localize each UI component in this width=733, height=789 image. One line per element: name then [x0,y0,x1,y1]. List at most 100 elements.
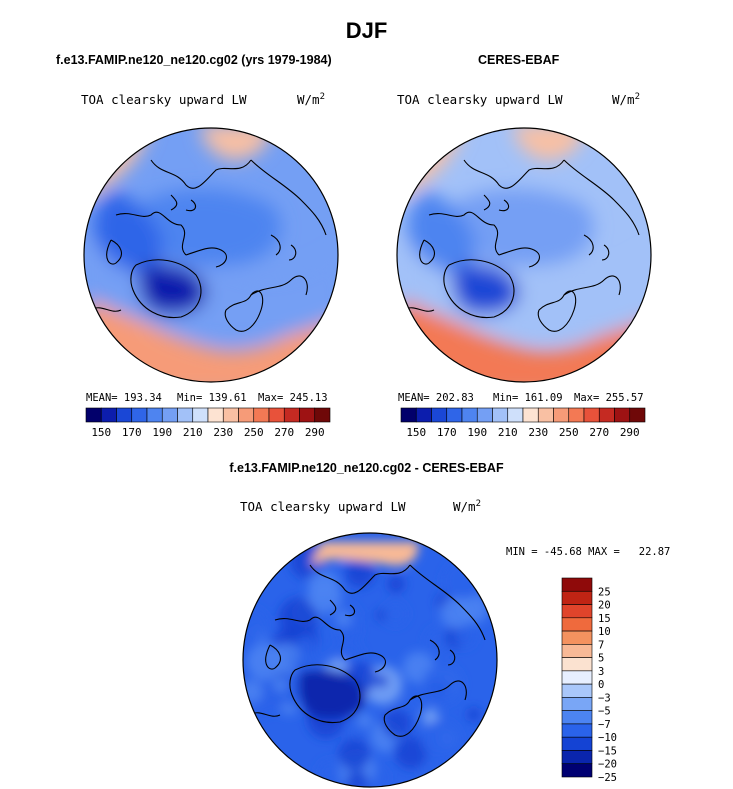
panel-obs-coastline [419,239,435,265]
panel-obs-colorbar-tick-label: 270 [589,426,609,439]
panel-model-colorbar-cell [207,407,224,423]
panel-model-colorbar-tick-label: 290 [305,426,325,439]
panel-diff-variable: TOA clearsky upward LW [240,499,406,514]
panel-diff-colorbar-tick-label: 10 [598,626,611,638]
panel-model-colorbar-cell [283,407,300,423]
panel-obs-colorbar-cell [553,407,570,423]
panel-obs-map [397,128,651,382]
panel-obs-colorbar-cell [400,407,417,423]
panel-obs-coastline [483,194,510,212]
panel-obs-title: CERES-EBAF [478,53,560,67]
panel-model-units: W/m2 [297,92,325,108]
panel-diff-colorbar-cell [561,577,593,592]
panel-model-coastline [185,247,227,268]
panel-model-colorbar-cell [314,407,331,423]
panel-model-colorbar-cell [222,407,239,423]
panel-diff-colorbar-tick-label: −10 [598,732,617,744]
panel-obs-colorbar-tick-label: 150 [406,426,426,439]
panel-model-coastline [150,159,252,189]
panel-diff-minmax: MIN = -45.68 MAX = 22.87 [506,546,671,558]
panel-obs-colorbar-tick-label: 250 [559,426,579,439]
panel-diff-colorbar-cell [561,670,593,685]
panel-diff-bias-patch [394,736,428,770]
panel-model-colorbar-tick-label: 150 [91,426,111,439]
panel-diff-colorbar-cell [561,604,593,619]
panel-obs-colorbar-cell [598,407,615,423]
panel-obs-coastline [563,159,640,236]
panel-model-colorbar-cell [192,407,209,423]
panel-diff-coastline [344,652,386,673]
panel-model-coastline [250,275,308,296]
panel-diff-colorbar-cell [561,763,593,778]
panel-diff-bias-patch [243,679,264,704]
panel-diff-bias-patch [421,719,461,759]
panel-model-colorbar-tick-label: 270 [274,426,294,439]
panel-model-colorbar-tick-label: 170 [122,426,142,439]
panel-model-colorbar-cell [268,407,285,423]
panel-diff-bias-patch [375,674,389,688]
panel-model-colorbar-cell [146,407,163,423]
panel-model-coastline [250,159,327,236]
panel-diff-bias-patch [243,607,269,643]
panel-diff-colorbar-tick-label: 0 [598,679,604,691]
panel-obs-colorbar-cell [614,407,631,423]
panel-obs-coastline [583,234,610,261]
panel-obs-colorbar-cell [431,407,448,423]
panel-diff-colorbar-cell [561,723,593,738]
panel-diff-colorbar-tick-label: 15 [598,613,611,625]
panel-diff-bias-patch [387,575,405,594]
panel-diff-bias-patch [338,738,371,771]
panel-obs-colorbar-cell [492,407,509,423]
panel-diff-bias-patch [335,610,352,628]
panel-obs-colorbar-cell [537,407,554,423]
panel-diff-colorbar-cell [561,697,593,711]
panel-obs-coastline [463,159,565,189]
panel-model-coastline [270,234,297,261]
panel-model-coastline [170,194,197,212]
panel-diff-colorbar-tick-label: 20 [598,600,611,612]
panel-model-colorbar-tick-label: 190 [152,426,172,439]
panel-obs-colorbar-tick-label: 210 [498,426,518,439]
panel-obs-colorbar-cell [522,407,539,423]
panel-diff-colorbar-cell [561,683,593,698]
panel-diff-colorbar-tick-label: −25 [598,772,617,784]
panel-diff-map [243,533,497,787]
panel-obs-colorbar-tick-label: 230 [528,426,548,439]
panel-obs-colorbar-cell [415,407,432,423]
panel-diff-colorbar-cell [561,750,593,765]
panel-diff-colorbar-cell [561,630,593,645]
panel-diff-coastline [309,564,411,594]
panel-model-colorbar-cell [85,407,102,423]
panel-model-colorbar-cell [253,407,270,423]
panel-obs-colorbar-cell [629,407,646,423]
panel-obs-colorbar-cell [476,407,493,423]
panel-diff-colorbar-tick-label: 3 [598,666,604,678]
panel-diff-coastline [289,664,361,724]
panel-model-colorbar-tick-label: 210 [183,426,203,439]
panel-obs-colorbar-cell [568,407,585,423]
panel-obs-region-arctic-ocean [444,188,594,267]
panel-model-colorbar-cell [100,407,117,423]
panel-obs-coastline [563,275,621,296]
panel-diff-coastline [383,695,423,737]
panel-diff-bias-patch [401,697,417,712]
page-title: DJF [345,18,388,43]
panel-model-variable: TOA clearsky upward LW [81,92,247,107]
panel-diff-bias-patch [454,626,476,648]
panel-diff-bias-patch [442,561,482,600]
panel-obs-colorbar-cell [507,407,524,423]
panel-diff-outline [242,532,498,788]
panel-model-mean: MEAN= 193.34 [86,392,162,404]
panel-model-title: f.e13.FAMIP.ne120_ne120.cg02 (yrs 1979-1… [56,53,332,67]
panel-diff-bias-patch [356,712,373,729]
panel-diff-colorbar-cell [561,644,593,658]
panel-diff-colorbar-tick-label: 7 [598,639,604,651]
panel-obs-colorbar-tick-label: 190 [467,426,487,439]
panel-model-colorbar-cell [131,407,148,423]
panel-diff-coastline [265,644,281,670]
panel-obs-outline [396,127,652,383]
panel-obs-region-greenland [452,264,519,314]
panel-model-colorbar-tick-label: 250 [244,426,264,439]
panel-diff-colorbar-tick-label: 25 [598,586,611,598]
panel-diff-bias-patch [346,770,369,787]
